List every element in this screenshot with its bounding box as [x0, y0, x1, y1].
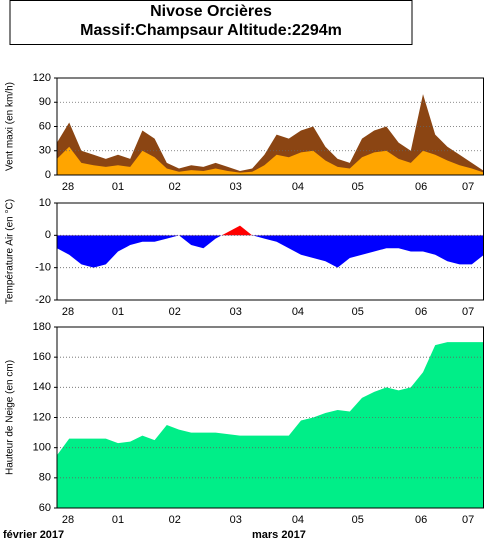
x-tick-label: 07: [462, 181, 474, 193]
chart-title: Nivose Orcières: [150, 3, 272, 20]
y-axis-label: Température Air (en °C): [5, 199, 16, 304]
x-tick-label: 07: [462, 306, 474, 318]
y-tick-label: 0: [45, 229, 51, 241]
area: [57, 342, 484, 508]
x-tick-label: 02: [169, 514, 181, 526]
area: [57, 146, 484, 175]
x-tick-label: 01: [112, 181, 124, 193]
x-tick-label: 04: [292, 306, 304, 318]
chart-subtitle: Massif:Champsaur Altitude:2294m: [80, 22, 342, 39]
y-tick-label: 60: [39, 502, 51, 514]
y-tick-label: 30: [39, 145, 51, 157]
month-label: mars 2017: [252, 529, 306, 541]
title-box: [9, 0, 413, 45]
x-tick-label: 01: [112, 514, 124, 526]
x-tick-label: 06: [415, 514, 427, 526]
y-tick-label: 120: [33, 72, 51, 84]
x-tick-label: 03: [230, 306, 242, 318]
y-tick-label: -20: [35, 294, 51, 306]
y-tick-label: 100: [33, 442, 51, 454]
x-tick-label: 01: [112, 306, 124, 318]
x-tick-label: 03: [230, 514, 242, 526]
x-tick-label: 02: [169, 306, 181, 318]
x-tick-label: 03: [230, 181, 242, 193]
x-tick-label: 06: [415, 181, 427, 193]
y-axis-label: Vent maxi (en km/h): [5, 82, 16, 171]
area: [57, 235, 484, 268]
x-tick-label: 06: [415, 306, 427, 318]
x-tick-label: 04: [292, 181, 304, 193]
month-label: février 2017: [3, 529, 64, 541]
y-tick-label: -10: [35, 262, 51, 274]
x-tick-label: 05: [352, 181, 364, 193]
y-tick-label: 60: [39, 120, 51, 132]
x-tick-label: 05: [352, 514, 364, 526]
x-tick-label: 04: [292, 514, 304, 526]
x-tick-label: 05: [352, 306, 364, 318]
y-axis-label: Hauteur de Neige (en cm): [5, 360, 16, 475]
y-tick-label: 80: [39, 472, 51, 484]
y-tick-label: 140: [33, 381, 51, 393]
x-tick-label: 28: [62, 181, 74, 193]
y-tick-label: 0: [45, 169, 51, 181]
y-tick-label: 10: [39, 197, 51, 209]
y-tick-label: 180: [33, 321, 51, 333]
x-tick-label: 28: [62, 514, 74, 526]
y-tick-label: 90: [39, 96, 51, 108]
x-tick-label: 07: [462, 514, 474, 526]
y-tick-label: 120: [33, 411, 51, 423]
x-tick-label: 28: [62, 306, 74, 318]
x-tick-label: 02: [169, 181, 181, 193]
y-tick-label: 160: [33, 351, 51, 363]
